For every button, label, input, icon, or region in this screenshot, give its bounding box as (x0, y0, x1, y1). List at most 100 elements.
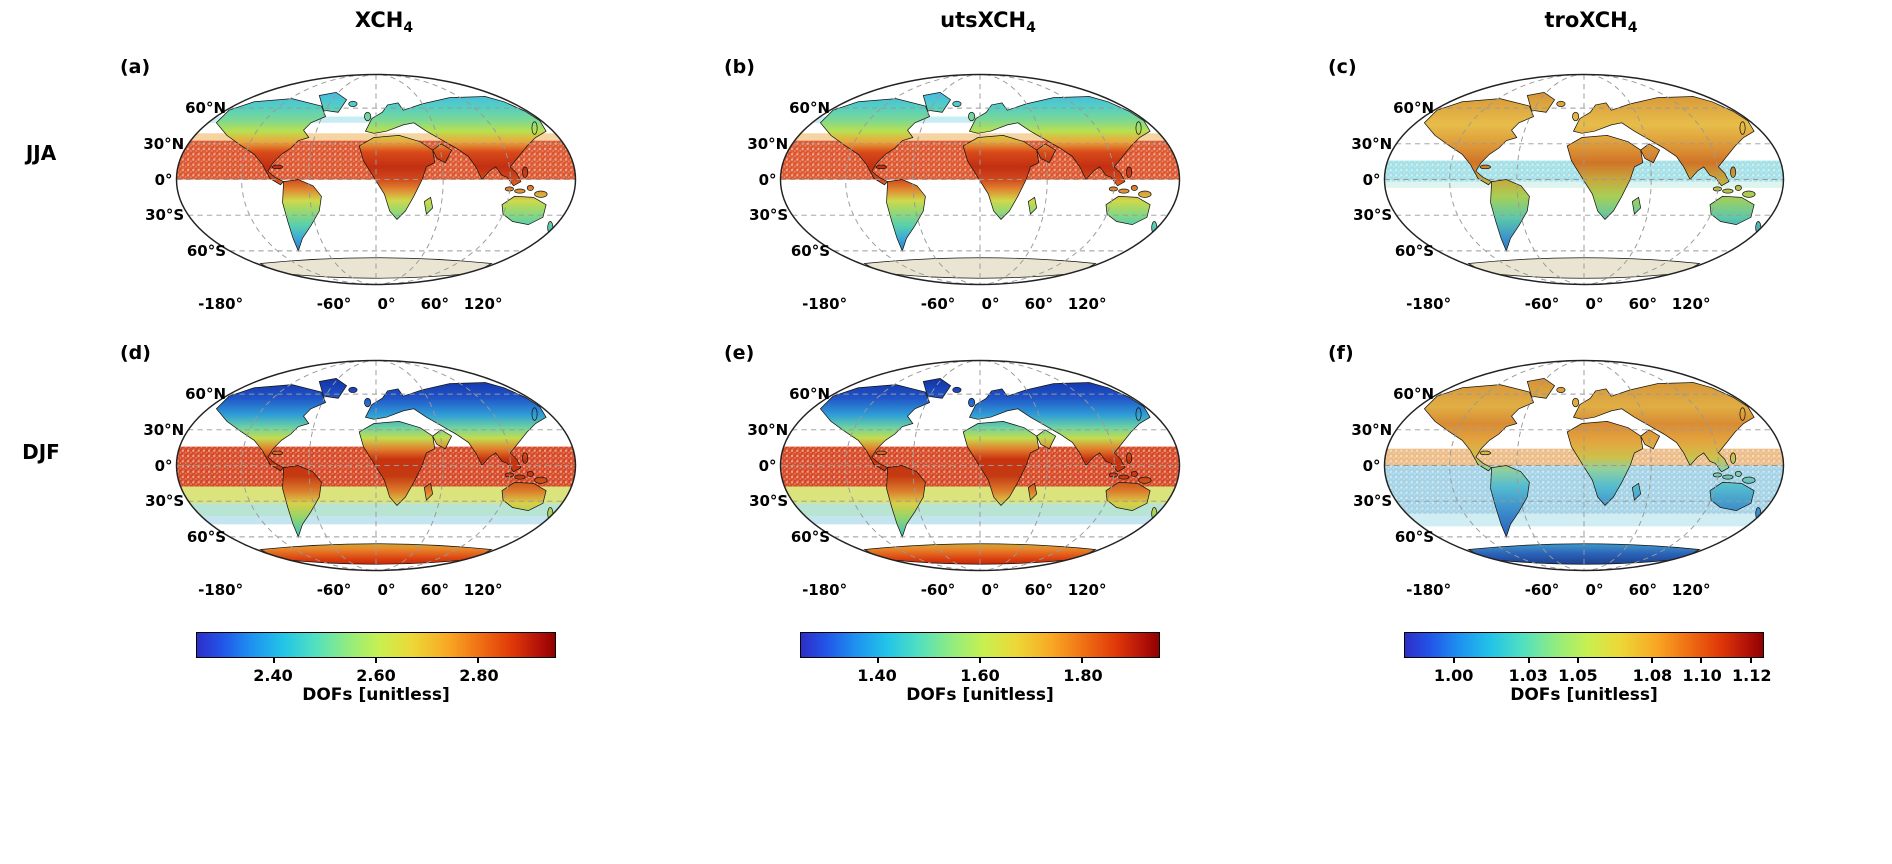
lat-tick: 0° (154, 170, 173, 189)
map-panel-f: (f) (1290, 322, 1892, 618)
lon-tick: -180° (802, 581, 848, 599)
lon-tick: 0° (981, 295, 1000, 313)
lat-tick: 0° (758, 170, 777, 189)
world-map-djf-utsxch4 (779, 359, 1181, 572)
colorbar-utsxch4: 1.40 1.60 1.80 DOFs [unitless] (800, 632, 1160, 705)
colorbar-tick-label: 1.40 (857, 666, 897, 685)
panel-label-a: (a) (120, 56, 151, 78)
panel-label-c: (c) (1328, 56, 1357, 78)
map-panel-e: (e) (686, 322, 1290, 618)
spacer (0, 0, 82, 36)
lon-tick: 60° (1024, 295, 1053, 313)
lat-tick: 60°S (186, 241, 227, 260)
map-panel-d: (d) (82, 322, 686, 618)
lon-tick: 0° (377, 295, 396, 313)
colorbar-tickmark (375, 657, 377, 663)
column-title-troxch4: troXCH4 (1290, 0, 1892, 36)
lon-tick: 120° (1067, 295, 1107, 313)
colorbar-tickmark (477, 657, 480, 663)
lon-tick: 0° (1585, 295, 1604, 313)
lon-tick: -180° (198, 295, 244, 313)
column-title-subscript: 4 (403, 20, 414, 37)
lat-tick: 30°N (143, 420, 185, 439)
colorbar-caption: DOFs [unitless] (906, 685, 1054, 705)
colorbar-ticklabels: 1.00 1.03 1.05 1.08 1.10 1.12 (1404, 658, 1772, 685)
lat-tick: 30°N (747, 134, 789, 153)
colorbar-tickmark (1576, 657, 1579, 663)
colorbar-ticklabels: 1.40 1.60 1.80 (800, 658, 1160, 685)
world-map-djf-xch4 (175, 359, 577, 572)
lat-tick: 60°N (1393, 99, 1435, 118)
lat-tick: 60°S (186, 527, 227, 546)
column-title-subscript: 4 (1627, 20, 1638, 37)
lon-tick: 0° (377, 581, 396, 599)
colorbar-tickmark (1651, 657, 1654, 663)
panel-label-f: (f) (1328, 342, 1354, 364)
lon-tick: 120° (463, 295, 503, 313)
lat-tick: 30°S (145, 206, 185, 225)
lon-tick: -60° (1524, 295, 1560, 313)
column-title-text: utsXCH (940, 8, 1027, 32)
map-d: (d) (120, 342, 586, 599)
lon-tick: 60° (1628, 295, 1657, 313)
colorbar-tickmark (1700, 657, 1703, 663)
colorbar-tickmark (1527, 657, 1530, 663)
map-b: (b) (724, 56, 1190, 313)
colorbar-tick-label: 1.80 (1063, 666, 1103, 685)
map-panel-b: (b) (686, 36, 1290, 322)
lon-tick: -60° (920, 295, 956, 313)
colorbar-troxch4: 1.00 1.03 1.05 1.08 1.10 1.12 DOFs [unit… (1404, 632, 1772, 705)
colorbar-tick-label: 1.12 (1732, 666, 1772, 685)
lon-tick: 60° (420, 581, 449, 599)
colorbar-tickmark (1081, 657, 1084, 663)
colorbar-tickmark (272, 657, 275, 663)
lat-tick: 30°S (749, 492, 789, 511)
lon-tick: -60° (316, 581, 352, 599)
colorbar-cell-xch4: 2.40 2.60 2.80 DOFs [unitless] (82, 618, 686, 864)
colorbar-tick-label: 1.03 (1508, 666, 1548, 685)
lat-tick: 60°N (185, 99, 227, 118)
lat-tick: 30°S (1353, 206, 1393, 225)
colorbar-tickmark (876, 657, 879, 663)
map-panel-c: (c) (1290, 36, 1892, 322)
lat-tick: 60°N (1393, 385, 1435, 404)
map-c: (c) (1328, 56, 1794, 313)
map-panel-a: (a) (82, 36, 686, 322)
lat-tick: 30°N (1351, 420, 1393, 439)
lon-tick: 0° (981, 581, 1000, 599)
lat-tick: 30°N (747, 420, 789, 439)
lat-tick: 60°N (185, 385, 227, 404)
colorbar-tickmark (1749, 657, 1752, 663)
world-map-jja-troxch4 (1383, 73, 1785, 286)
lat-tick: 0° (154, 456, 173, 475)
lon-tick: -60° (1524, 581, 1560, 599)
lon-tick: -60° (920, 581, 956, 599)
colorbar-caption: DOFs [unitless] (1510, 685, 1658, 705)
lon-tick: 120° (1067, 581, 1107, 599)
colorbar-gradient (800, 632, 1160, 663)
lat-tick: 60°S (1394, 527, 1435, 546)
world-map-djf-troxch4 (1383, 359, 1785, 572)
column-title-text: troXCH (1544, 8, 1628, 32)
colorbar-tick-label: 1.08 (1632, 666, 1673, 685)
colorbar-cell-troxch4: 1.00 1.03 1.05 1.08 1.10 1.12 DOFs [unit… (1290, 618, 1892, 864)
row-label-djf: DJF (22, 440, 60, 464)
lat-tick: 0° (758, 456, 777, 475)
colorbar-tick-label: 2.80 (459, 666, 499, 685)
lon-tick: 120° (463, 581, 503, 599)
colorbar-gradient (1404, 632, 1764, 663)
lat-tick: 30°N (1351, 134, 1393, 153)
lat-tick: 30°S (145, 492, 185, 511)
colorbar-gradient (196, 632, 556, 663)
panel-label-b: (b) (724, 56, 755, 78)
panel-label-e: (e) (724, 342, 755, 364)
panel-label-d: (d) (120, 342, 151, 364)
colorbar-tickmark (979, 657, 981, 663)
lat-tick: 60°S (790, 527, 831, 546)
lon-tick: 120° (1671, 581, 1711, 599)
lon-tick: 120° (1671, 295, 1711, 313)
lon-tick: 60° (1628, 581, 1657, 599)
column-title-xch4: XCH4 (82, 0, 686, 36)
colorbar-cell-utsxch4: 1.40 1.60 1.80 DOFs [unitless] (686, 618, 1290, 864)
